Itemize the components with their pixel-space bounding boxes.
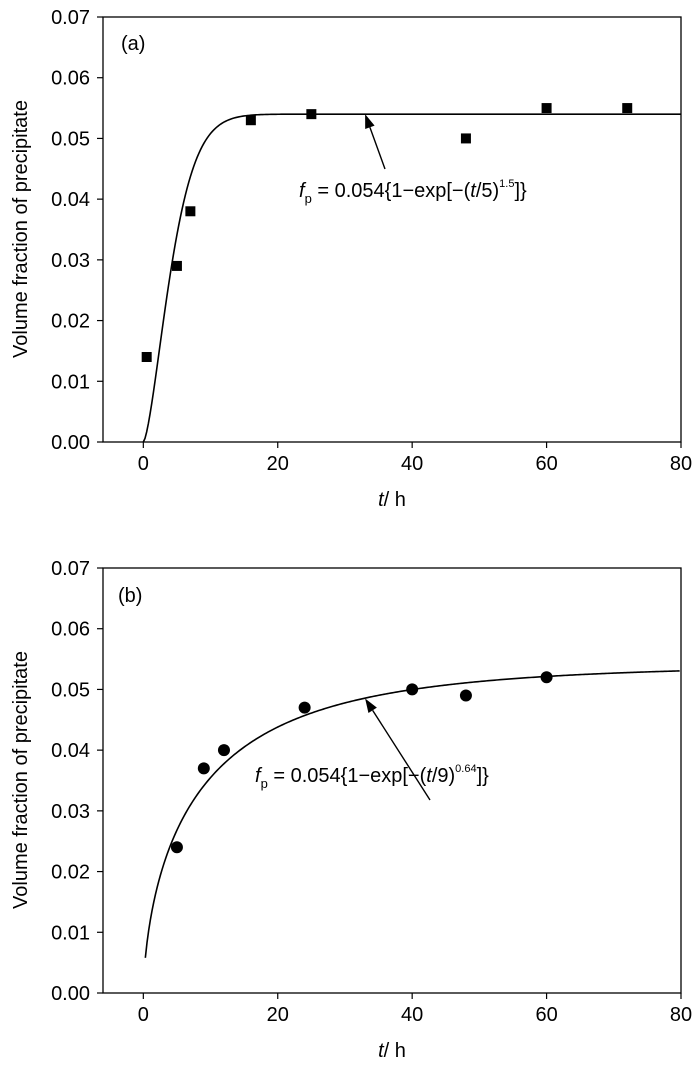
panel-b: 0 20 40 60 80 0.000.010.020.030.040.050.060.… [10,558,692,1062]
data-point [406,683,419,696]
tick-marks [97,567,682,999]
y-tick-labels: 0.00 0.01 0.02 0.03 0.04 0.05 0.06 0.07 [51,558,90,1005]
y-tick-label: 0.00 [51,432,90,454]
y-tick-label: 0.07 [51,7,90,29]
x-tick-label: 20 [267,1004,289,1026]
data-point [171,260,182,271]
eq-superscript: 0.64 [455,763,476,775]
data-point [217,744,230,757]
annotation-arrowhead [365,114,375,130]
x-tick-labels: 0 20 40 60 80 [138,1004,692,1026]
data-point [622,103,633,114]
panel-label: (b) [118,585,142,607]
data-point [460,133,471,144]
tick-marks [97,16,682,448]
x-tick-label: 40 [401,1004,423,1026]
x-axis-variable: t [378,1040,385,1062]
y-axis-label: Volume fraction of precipitate [10,651,32,909]
data-markers [141,103,633,362]
y-tick-label: 0.06 [51,619,90,641]
x-tick-label: 80 [670,1004,692,1026]
data-point [170,841,183,854]
y-tick-label: 0.05 [51,679,90,701]
eq-mid: /5) [476,180,499,202]
x-tick-label: 20 [267,453,289,475]
x-tick-label: 0 [138,453,149,475]
y-tick-labels: 0.00 0.01 0.02 0.03 0.04 0.05 0.06 0.07 [51,7,90,454]
x-axis-unit: / h [384,489,406,511]
y-tick-label: 0.01 [51,371,90,393]
panel-label: (a) [121,33,145,55]
y-tick-label: 0.06 [51,68,90,90]
y-tick-label: 0.04 [51,189,90,211]
eq-subscript: p [305,191,312,206]
plot-frame [102,567,682,994]
y-tick-label: 0.04 [51,740,90,762]
x-tick-label: 60 [535,453,557,475]
data-point [141,352,152,362]
y-tick-label: 0.02 [51,862,90,884]
y-tick-label: 0.01 [51,922,90,944]
eq-end: ]} [477,765,490,787]
annotation-arrow [372,709,431,801]
annotation-arrowhead [365,698,377,714]
x-tick-label: 0 [138,1004,149,1026]
eq-main: = 0.054{1−exp[−( [312,180,471,202]
y-tick-label: 0.03 [51,250,90,272]
fit-curve [142,113,681,443]
data-point [306,109,317,120]
annotation-arrow [369,127,386,170]
y-axis-label: Volume fraction of precipitate [10,100,32,358]
eq-t: t [426,765,433,787]
y-tick-label: 0.05 [51,128,90,150]
data-point [540,671,553,684]
y-tick-label: 0.00 [51,983,90,1005]
eq-f: f [255,765,263,787]
x-tick-label: 40 [401,453,423,475]
x-tick-labels: 0 20 40 60 80 [138,453,692,475]
x-axis-label: t/ h [378,1040,406,1062]
eq-mid: /9) [432,765,455,787]
y-tick-label: 0.07 [51,558,90,580]
data-point [185,206,196,217]
fit-equation: fp = 0.054{1−exp[−(t/9)0.64]} [255,763,489,791]
data-point [298,701,311,714]
x-axis-unit: / h [384,1040,406,1062]
eq-f: f [299,180,307,202]
data-point [459,689,472,702]
eq-main: = 0.054{1−exp[−( [268,765,427,787]
fit-equation: fp = 0.054{1−exp[−(t/5)1.5]} [299,178,527,206]
x-tick-label: 80 [670,453,692,475]
x-axis-label: t/ h [378,489,406,511]
data-point [245,115,256,126]
eq-subscript: p [261,776,268,791]
y-tick-label: 0.02 [51,311,90,333]
x-tick-label: 60 [535,1004,557,1026]
data-point [541,103,552,114]
plot-frame [102,16,682,443]
eq-end: ]} [514,180,527,202]
y-tick-label: 0.03 [51,801,90,823]
eq-superscript: 1.5 [499,178,514,190]
panel-a: 0 20 40 60 80 0.000.010.020.030.040.050.060.… [10,7,692,511]
x-axis-variable: t [378,489,385,511]
fit-curve [144,670,680,958]
data-point [197,762,210,775]
data-markers [170,671,553,854]
eq-t: t [470,180,477,202]
